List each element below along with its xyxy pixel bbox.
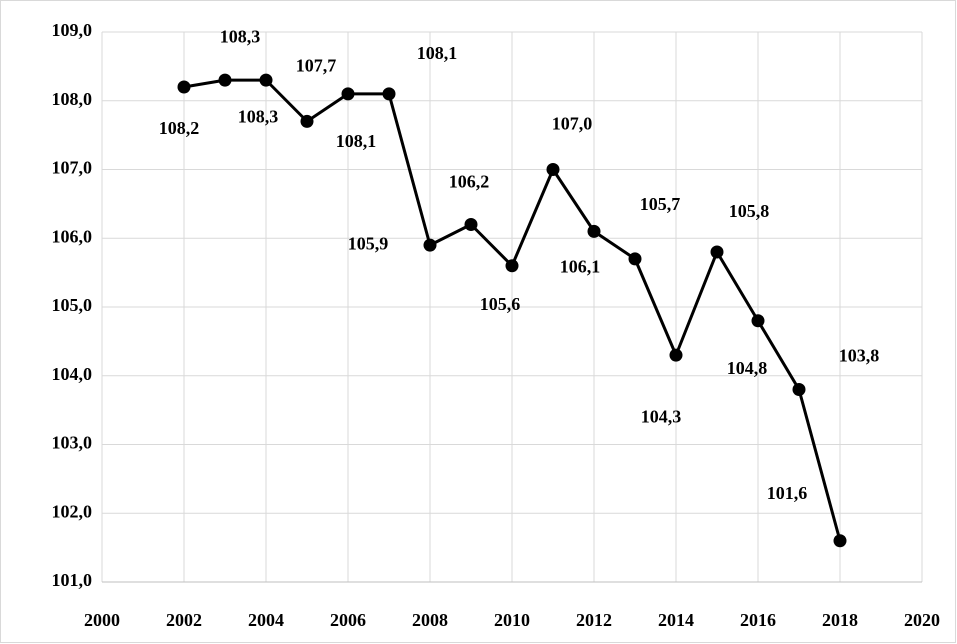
y-tick-label: 106,0: [52, 226, 93, 246]
data-label: 108,2: [159, 118, 200, 138]
data-label: 105,6: [480, 294, 521, 314]
data-point: [177, 80, 191, 94]
data-label: 106,2: [449, 172, 490, 192]
y-tick-label: 107,0: [52, 158, 93, 178]
data-label: 108,3: [238, 106, 279, 126]
x-tick-label: 2016: [740, 610, 776, 630]
y-tick-label: 101,0: [52, 570, 93, 590]
data-label: 105,9: [348, 233, 389, 253]
x-tick-label: 2018: [822, 610, 858, 630]
data-point: [300, 114, 314, 128]
x-tick-label: 2008: [412, 610, 448, 630]
data-point: [259, 73, 273, 87]
data-point: [382, 87, 396, 101]
data-label: 108,1: [417, 43, 458, 63]
y-tick-label: 109,0: [52, 20, 93, 40]
data-point: [464, 218, 478, 231]
x-tick-label: 2004: [248, 610, 284, 630]
data-point: [628, 252, 642, 266]
data-label: 105,7: [640, 194, 681, 214]
x-tick-label: 2012: [576, 610, 612, 630]
data-label: 105,8: [729, 201, 770, 221]
data-point: [669, 348, 683, 362]
x-tick-label: 2006: [330, 610, 366, 630]
data-label: 108,1: [336, 131, 377, 151]
data-label: 104,8: [727, 358, 768, 378]
data-point: [751, 314, 765, 328]
data-point: [341, 87, 355, 101]
y-tick-label: 104,0: [52, 364, 93, 384]
data-point: [833, 534, 847, 548]
data-label: 107,7: [296, 56, 337, 76]
data-label: 107,0: [552, 114, 593, 134]
data-point: [218, 73, 232, 87]
data-point: [505, 259, 519, 273]
y-tick-label: 105,0: [52, 295, 93, 315]
y-tick-label: 103,0: [52, 433, 93, 453]
x-tick-label: 2010: [494, 610, 530, 630]
y-tick-label: 102,0: [52, 501, 93, 521]
x-tick-label: 2002: [166, 610, 202, 630]
data-label: 108,3: [220, 26, 261, 46]
data-point: [792, 383, 806, 396]
y-tick-label: 108,0: [52, 89, 93, 109]
data-point: [423, 238, 437, 252]
data-label: 103,8: [839, 346, 880, 366]
data-point: [587, 224, 601, 238]
data-point: [546, 163, 560, 176]
x-tick-label: 2000: [84, 610, 120, 630]
data-label: 101,6: [767, 483, 808, 503]
x-tick-label: 2020: [904, 610, 940, 630]
data-point: [710, 245, 724, 259]
x-tick-label: 2014: [658, 610, 694, 630]
data-label: 104,3: [641, 406, 682, 426]
data-label: 106,1: [560, 257, 601, 277]
